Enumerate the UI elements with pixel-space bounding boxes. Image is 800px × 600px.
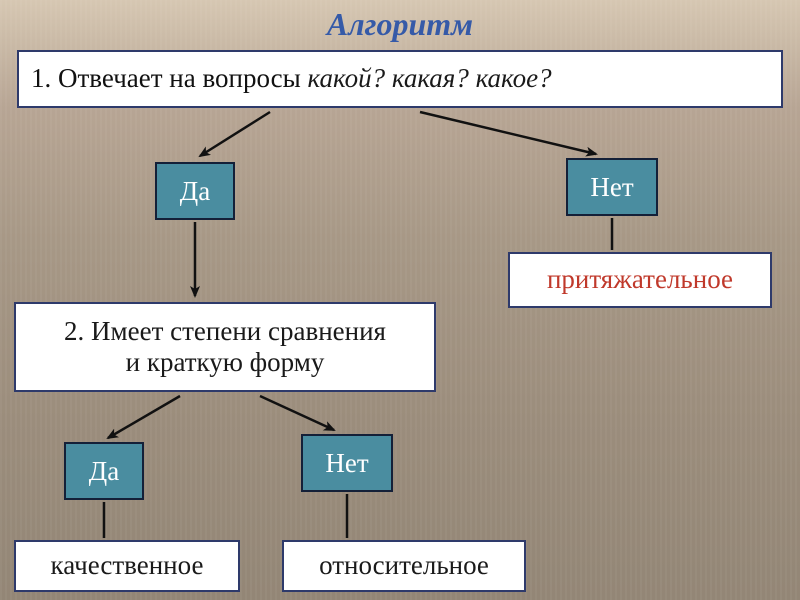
question-1-prefix: 1. Отвечает на вопросы bbox=[31, 63, 308, 93]
answer-no-2: Нет bbox=[301, 434, 393, 492]
edge bbox=[108, 396, 180, 438]
answer-no-1: Нет bbox=[566, 158, 658, 216]
question-2-box: 2. Имеет степени сравнения и краткую фор… bbox=[14, 302, 436, 392]
question-1-box: 1. Отвечает на вопросы какой? какая? как… bbox=[17, 50, 783, 108]
edge bbox=[200, 112, 270, 156]
diagram-title: Алгоритм bbox=[0, 6, 800, 43]
result-possessive: притяжательное bbox=[508, 252, 772, 308]
result-qualitative: качественное bbox=[14, 540, 240, 592]
edge bbox=[260, 396, 334, 430]
result-relative: относительное bbox=[282, 540, 526, 592]
edge bbox=[420, 112, 596, 154]
question-1-italic: какой? какая? какое? bbox=[308, 63, 552, 93]
flowchart-stage: Алгоритм 1. Отвечает на вопросы какой? к… bbox=[0, 0, 800, 600]
answer-yes-1: Да bbox=[155, 162, 235, 220]
answer-yes-2: Да bbox=[64, 442, 144, 500]
